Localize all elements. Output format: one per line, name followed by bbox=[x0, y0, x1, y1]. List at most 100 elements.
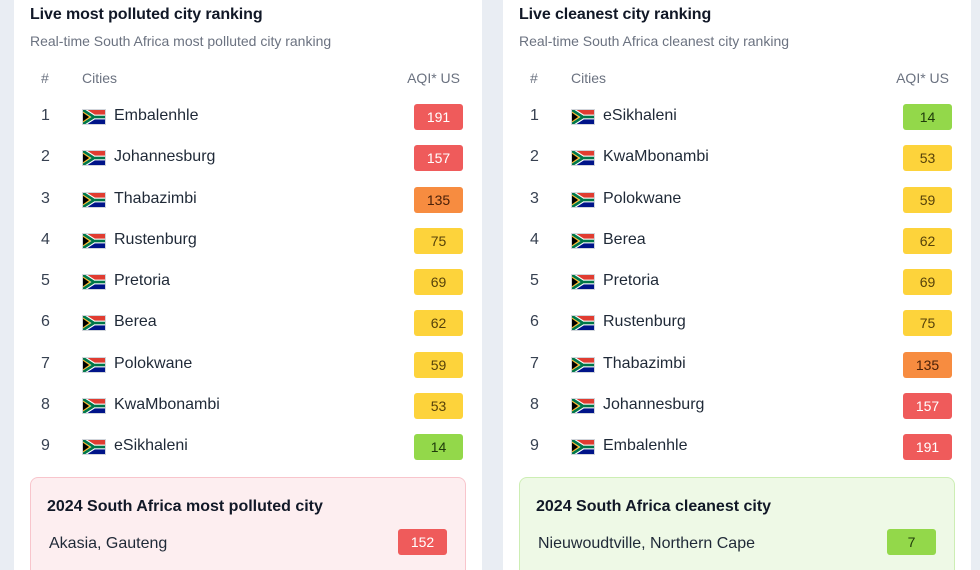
south-africa-flag-icon bbox=[570, 397, 595, 416]
rank-number: 5 bbox=[530, 272, 539, 290]
ranking-row[interactable]: 1 eSikhaleni 14 bbox=[503, 97, 971, 138]
header-cities: Cities bbox=[571, 70, 607, 86]
aqi-badge: 53 bbox=[903, 145, 952, 172]
ranking-row[interactable]: 1 Embalenhle 191 bbox=[14, 97, 482, 138]
south-africa-flag-icon bbox=[570, 149, 595, 168]
south-africa-flag-icon bbox=[570, 314, 595, 333]
south-africa-flag-icon bbox=[570, 190, 595, 209]
aqi-badge: 14 bbox=[903, 104, 952, 130]
header-aqi: AQI* US bbox=[407, 70, 460, 86]
south-africa-flag-icon bbox=[570, 231, 595, 250]
aqi-badge: 62 bbox=[903, 227, 952, 254]
aqi-badge: 75 bbox=[414, 227, 463, 254]
city-name[interactable]: Pretoria bbox=[114, 272, 171, 290]
south-africa-flag-icon bbox=[570, 438, 595, 457]
city-name[interactable]: Rustenburg bbox=[114, 230, 197, 248]
city-name[interactable]: Polokwane bbox=[603, 189, 682, 207]
south-africa-flag-icon bbox=[81, 438, 106, 457]
city-name[interactable]: eSikhaleni bbox=[603, 107, 677, 124]
panel-title: Live most polluted city ranking bbox=[30, 6, 263, 23]
ranking-row[interactable]: 8 KwaMbonambi 53 bbox=[14, 386, 482, 427]
city-name[interactable]: Berea bbox=[114, 313, 157, 331]
yearly-cleanest-card[interactable]: 2024 South Africa cleanest city Nieuwoud… bbox=[519, 477, 955, 570]
header-rank: # bbox=[41, 70, 49, 86]
ranking-row[interactable]: 7 Polokwane 59 bbox=[14, 345, 482, 386]
summary-city[interactable]: Akasia, Gauteng bbox=[49, 535, 168, 552]
rank-number: 1 bbox=[41, 107, 50, 124]
rank-number: 2 bbox=[41, 148, 50, 166]
rank-number: 4 bbox=[41, 230, 50, 248]
city-name[interactable]: Thabazimbi bbox=[603, 354, 686, 372]
south-africa-flag-icon bbox=[570, 273, 595, 292]
rank-number: 4 bbox=[530, 230, 539, 248]
ranking-list: 1 eSikhaleni 14 2 KwaMbonambi 53 3 Polok… bbox=[503, 97, 971, 469]
city-name[interactable]: eSikhaleni bbox=[114, 437, 188, 455]
aqi-badge: 152 bbox=[398, 529, 447, 555]
header-rank: # bbox=[530, 70, 538, 86]
city-name[interactable]: KwaMbonambi bbox=[603, 148, 709, 166]
header-aqi: AQI* US bbox=[896, 70, 949, 86]
city-name[interactable]: KwaMbonambi bbox=[114, 396, 220, 414]
ranking-row[interactable]: 7 Thabazimbi 135 bbox=[503, 345, 971, 386]
aqi-badge: 135 bbox=[414, 186, 463, 213]
ranking-row[interactable]: 2 KwaMbonambi 53 bbox=[503, 138, 971, 179]
aqi-badge: 157 bbox=[414, 145, 463, 172]
ranking-row[interactable]: 4 Berea 62 bbox=[503, 221, 971, 262]
city-name[interactable]: Pretoria bbox=[603, 272, 660, 290]
cleanest-panel: Live cleanest city ranking Real-time Sou… bbox=[503, 0, 971, 570]
south-africa-flag-icon bbox=[81, 314, 106, 333]
aqi-badge: 59 bbox=[903, 186, 952, 213]
aqi-badge: 191 bbox=[903, 434, 952, 461]
rank-number: 7 bbox=[530, 354, 539, 372]
city-name[interactable]: Johannesburg bbox=[114, 148, 216, 166]
table-header: # Cities AQI* US bbox=[14, 70, 482, 90]
table-header: # Cities AQI* US bbox=[503, 70, 971, 90]
rank-number: 2 bbox=[530, 148, 539, 166]
aqi-badge: 59 bbox=[414, 351, 463, 378]
header-cities: Cities bbox=[82, 70, 118, 86]
aqi-badge: 75 bbox=[903, 310, 952, 337]
city-name[interactable]: Thabazimbi bbox=[114, 189, 197, 207]
ranking-row[interactable]: 5 Pretoria 69 bbox=[503, 262, 971, 303]
aqi-badge: 157 bbox=[903, 393, 952, 420]
summary-title: 2024 South Africa most polluted city bbox=[47, 498, 323, 515]
rank-number: 6 bbox=[41, 313, 50, 331]
rank-number: 9 bbox=[41, 437, 50, 455]
ranking-row[interactable]: 3 Polokwane 59 bbox=[503, 180, 971, 221]
city-name[interactable]: Embalenhle bbox=[114, 107, 199, 124]
aqi-badge: 69 bbox=[414, 269, 463, 296]
ranking-row[interactable]: 9 Embalenhle 191 bbox=[503, 427, 971, 468]
aqi-badge: 7 bbox=[887, 529, 936, 555]
rank-number: 7 bbox=[41, 354, 50, 372]
ranking-row[interactable]: 6 Rustenburg 75 bbox=[503, 303, 971, 344]
city-name[interactable]: Berea bbox=[603, 230, 646, 248]
panel-title: Live cleanest city ranking bbox=[519, 6, 712, 23]
ranking-row[interactable]: 8 Johannesburg 157 bbox=[503, 386, 971, 427]
most-polluted-panel: Live most polluted city ranking Real-tim… bbox=[14, 0, 482, 570]
south-africa-flag-icon bbox=[81, 231, 106, 250]
rank-number: 8 bbox=[41, 396, 50, 414]
ranking-list: 1 Embalenhle 191 2 Johannesburg 157 3 Th… bbox=[14, 97, 482, 469]
ranking-row[interactable]: 5 Pretoria 69 bbox=[14, 262, 482, 303]
ranking-row[interactable]: 2 Johannesburg 157 bbox=[14, 138, 482, 179]
city-name[interactable]: Johannesburg bbox=[603, 396, 705, 414]
summary-title: 2024 South Africa cleanest city bbox=[536, 498, 772, 515]
aqi-badge: 14 bbox=[414, 434, 463, 461]
city-name[interactable]: Embalenhle bbox=[603, 437, 688, 455]
aqi-badge: 135 bbox=[903, 351, 952, 378]
ranking-row[interactable]: 6 Berea 62 bbox=[14, 303, 482, 344]
ranking-row[interactable]: 9 eSikhaleni 14 bbox=[14, 427, 482, 468]
ranking-row[interactable]: 4 Rustenburg 75 bbox=[14, 221, 482, 262]
rank-number: 8 bbox=[530, 396, 539, 414]
rank-number: 5 bbox=[41, 272, 50, 290]
south-africa-flag-icon bbox=[570, 107, 595, 127]
yearly-most-polluted-card[interactable]: 2024 South Africa most polluted city Aka… bbox=[30, 477, 466, 570]
panel-subtitle: Real-time South Africa cleanest city ran… bbox=[519, 33, 790, 49]
south-africa-flag-icon bbox=[81, 273, 106, 292]
south-africa-flag-icon bbox=[81, 355, 106, 374]
summary-city[interactable]: Nieuwoudtville, Northern Cape bbox=[538, 535, 755, 552]
city-name[interactable]: Rustenburg bbox=[603, 313, 686, 331]
city-name[interactable]: Polokwane bbox=[114, 354, 193, 372]
aqi-badge: 62 bbox=[414, 310, 463, 337]
ranking-row[interactable]: 3 Thabazimbi 135 bbox=[14, 180, 482, 221]
